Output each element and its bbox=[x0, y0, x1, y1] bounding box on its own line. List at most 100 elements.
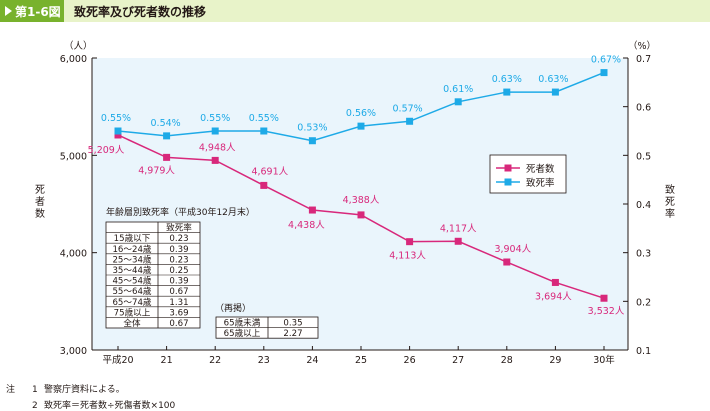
note-prefix: 注 bbox=[6, 385, 16, 395]
x-tick-label: 27 bbox=[452, 355, 464, 366]
death-count-label: 4,117人 bbox=[440, 223, 477, 234]
death-count-point bbox=[163, 153, 171, 161]
fatality-rate-label: 0.54% bbox=[151, 118, 181, 129]
fatality-rate-point bbox=[308, 137, 316, 145]
age-table-cell-value: 0.67 bbox=[169, 287, 188, 297]
fatality-rate-point bbox=[260, 127, 268, 135]
death-count-label: 5,209人 bbox=[88, 145, 125, 156]
fatality-rate-point bbox=[551, 88, 559, 96]
death-count-point bbox=[600, 294, 608, 302]
age-table-cell-value: 0.39 bbox=[169, 277, 188, 287]
age-table-cell-value: 0.39 bbox=[169, 245, 188, 255]
series-layer: 5,209人 4,979人 4,948人 4,691人 4,438人 4,388人 4,11… bbox=[88, 55, 625, 318]
note-2-number: 2 bbox=[32, 401, 38, 411]
axis-title-char: 数 bbox=[35, 207, 45, 220]
age-table-cell-label: 65～74歳 bbox=[112, 296, 151, 308]
fatality-rate-point bbox=[114, 127, 122, 135]
repost-table-cell-value: 2.27 bbox=[283, 329, 302, 339]
death-count-label: 4,691人 bbox=[251, 166, 288, 177]
legend-box bbox=[489, 154, 567, 194]
fatality-rate-label: 0.63% bbox=[538, 74, 568, 85]
legend-label: 死者数 bbox=[526, 163, 555, 175]
right-tick-label: 0.5 bbox=[636, 151, 651, 162]
note-2: 2 致死率＝死者数÷死傷者数×100 bbox=[6, 398, 175, 411]
fatality-rate-point bbox=[503, 88, 511, 96]
repost-table-cell-value: 0.35 bbox=[283, 319, 302, 329]
death-count-point bbox=[114, 131, 122, 139]
right-tick-label: 0.4 bbox=[636, 200, 651, 211]
death-count-label: 4,948人 bbox=[199, 142, 236, 153]
death-count-point bbox=[406, 238, 414, 246]
legend-label: 致死率 bbox=[526, 177, 555, 189]
fatality-rate-label: 0.67% bbox=[591, 55, 621, 66]
left-axis-title: 死者数 bbox=[35, 185, 45, 220]
age-table-cell-value: 0.23 bbox=[169, 234, 188, 244]
axis-title-char: 致 bbox=[665, 183, 675, 196]
death-count-label: 4,438人 bbox=[288, 220, 325, 231]
death-count-label: 4,979人 bbox=[138, 165, 175, 176]
fatality-rate-label: 0.63% bbox=[492, 74, 522, 85]
fatality-rate-point bbox=[211, 127, 219, 135]
age-table-cell-label: 45～54歳 bbox=[112, 275, 151, 287]
age-table-cell-label: 25～34歳 bbox=[112, 253, 151, 265]
note-1-number: 1 bbox=[32, 385, 38, 395]
age-table-cell-value: 0.25 bbox=[169, 266, 188, 276]
fatality-rate-label: 0.53% bbox=[297, 123, 327, 134]
fatality-rate-label: 0.55% bbox=[249, 113, 279, 124]
age-table-cell-value: 3.69 bbox=[169, 308, 188, 318]
note-1-text: 警察庁資料による。 bbox=[44, 385, 125, 395]
age-table-title: 年齢層別致死率（平成30年12月末） bbox=[106, 206, 255, 218]
x-tick-label: 28 bbox=[501, 355, 513, 366]
figure-number: 第1-6図 bbox=[15, 5, 61, 19]
header-bar bbox=[0, 0, 710, 22]
legend-marker bbox=[504, 178, 512, 186]
repost-table-cell-label: 65歳以上 bbox=[224, 327, 261, 339]
death-count-point bbox=[551, 278, 559, 286]
legend-marker bbox=[504, 164, 512, 172]
fatality-rate-point bbox=[454, 98, 462, 106]
death-count-point bbox=[357, 211, 365, 219]
age-table-cell-label: 16～24歳 bbox=[112, 243, 151, 255]
triangle-icon bbox=[5, 6, 12, 16]
right-axis-title: 致死率 bbox=[665, 183, 675, 220]
fatality-rate-point bbox=[357, 122, 365, 130]
death-count-point bbox=[308, 206, 316, 214]
x-tick-label: 平成20 bbox=[102, 354, 133, 366]
age-table-cell-value: 0.23 bbox=[169, 255, 188, 265]
figure-number-tag: 第1-6図 bbox=[0, 0, 64, 22]
fatality-rate-label: 0.61% bbox=[443, 84, 473, 95]
repost-table-title: （再掲） bbox=[215, 303, 251, 314]
right-tick-label: 0.2 bbox=[636, 297, 651, 308]
axis-title-char: 率 bbox=[665, 207, 675, 220]
x-tick-label: 30年 bbox=[593, 354, 615, 366]
right-tick-label: 0.7 bbox=[636, 54, 651, 65]
death-count-label: 3,694人 bbox=[535, 291, 572, 302]
age-table-cell-label: 55～64歳 bbox=[112, 285, 151, 297]
figure-title: 致死率及び死者数の推移 bbox=[74, 5, 207, 19]
figure-header: 第1-6図 致死率及び死者数の推移 bbox=[0, 0, 710, 22]
right-tick-label: 0.1 bbox=[636, 346, 651, 357]
fatality-rate-point bbox=[600, 69, 608, 77]
axis-title-char: 死 bbox=[665, 197, 675, 208]
tables: 年齢層別致死率（平成30年12月末） 致死率 15歳以下 0.23 16～24歳 0.39… bbox=[105, 206, 319, 339]
death-count-point bbox=[211, 156, 219, 164]
x-tick-label: 25 bbox=[355, 355, 367, 366]
left-tick-label: 4,000 bbox=[60, 249, 87, 260]
fatality-rate-point bbox=[163, 132, 171, 140]
note-2-text: 致死率＝死者数÷死傷者数×100 bbox=[44, 401, 176, 411]
age-table-cell-label: 15歳以下 bbox=[114, 232, 151, 244]
death-count-label: 3,904人 bbox=[494, 244, 531, 255]
axes: 3,000 4,000 5,000 6,000 0.1 0.2 0.3 0.4 0.5 0.6 0.… bbox=[35, 40, 675, 366]
x-tick-label: 22 bbox=[209, 355, 221, 366]
x-tick-label: 26 bbox=[404, 355, 416, 366]
death-count-point bbox=[260, 181, 268, 189]
death-count-point bbox=[503, 258, 511, 266]
x-tick-label: 23 bbox=[258, 355, 270, 366]
age-table-cell-label: 全体 bbox=[123, 317, 141, 329]
age-table-cell-value: 1.31 bbox=[169, 298, 188, 308]
right-tick-label: 0.3 bbox=[636, 249, 651, 260]
left-tick-label: 3,000 bbox=[60, 346, 87, 357]
fatality-rate-point bbox=[406, 117, 414, 125]
